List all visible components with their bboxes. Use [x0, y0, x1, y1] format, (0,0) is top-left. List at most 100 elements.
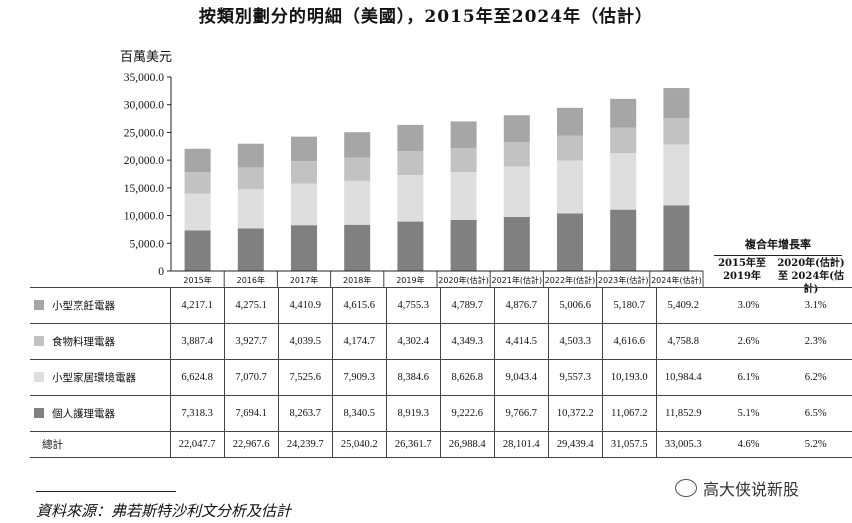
bar-segment [610, 153, 637, 210]
bar-segment [503, 166, 530, 217]
cagr-cell: 6.1% [717, 359, 780, 396]
data-cell: 7,318.3 [170, 395, 225, 432]
data-cell: 9,766.7 [494, 395, 549, 432]
bar-segment [184, 148, 211, 173]
data-cell: 9,043.4 [494, 359, 549, 396]
data-cell: 4,174.7 [332, 323, 387, 360]
bar-segment [610, 127, 637, 154]
cagr-cell: 2.6% [717, 323, 780, 360]
data-cell: 4,615.6 [332, 287, 387, 324]
bar-segment [557, 135, 583, 161]
table-row: 小型烹飪電器 4,217.1 4,275.1 4,410.9 4,615.6 4,755.… [30, 287, 852, 324]
bar-segment [397, 175, 424, 222]
series-name: 小型烹飪電器 [52, 300, 115, 312]
bar-segment [184, 172, 211, 194]
x-tick-label: 2018年 [343, 275, 371, 285]
bar-segment [344, 180, 371, 225]
row-label: 總計 [30, 431, 171, 458]
data-cell: 4,414.5 [494, 323, 549, 360]
x-tick-label: 2023年(估計) [598, 275, 649, 285]
data-cell: 4,789.7 [440, 287, 495, 324]
data-cell: 7,694.1 [224, 395, 279, 432]
data-cell: 7,070.7 [224, 359, 279, 396]
spacer [709, 287, 718, 324]
cagr-cell: 6.2% [779, 359, 852, 396]
x-tick-label: 2020年(估計) [438, 275, 489, 285]
total-row: 總計 22,047.7 22,967.6 24,239.7 25,040.2 26,361… [30, 431, 852, 458]
data-cell: 4,616.6 [602, 323, 657, 360]
data-cell: 8,340.5 [332, 395, 387, 432]
y-tick-label: 35,000.0 [124, 72, 165, 84]
watermark: 高大侠说新股 [675, 476, 799, 500]
data-cell: 4,503.3 [548, 323, 603, 360]
source-note: 資料來源：弗若斯特沙利文分析及估計 [36, 502, 292, 520]
data-cell: 5,180.7 [602, 287, 657, 324]
bar-segment [184, 230, 211, 271]
bar-segment [663, 118, 690, 145]
x-tick-label: 2021年(估計) [491, 275, 542, 285]
bar-segment [237, 228, 264, 271]
bar-segment [291, 136, 317, 162]
legend-swatch [34, 300, 44, 310]
total-cell: 31,057.5 [602, 431, 657, 458]
bar-segment [663, 205, 690, 271]
table-row: 個人護理電器 7,318.3 7,694.1 8,263.7 8,340.5 8,919.… [30, 395, 852, 432]
data-cell: 11,852.9 [656, 395, 710, 432]
total-cell: 25,040.2 [332, 431, 387, 458]
series-name: 食物料理電器 [52, 336, 115, 348]
y-axis: 35,000.0 30,000.0 25,000.0 20,000.0 15,000.0… [124, 72, 172, 278]
data-cell: 4,302.4 [386, 323, 441, 360]
table-row: 食物料理電器 3,887.4 3,927.7 4,039.5 4,174.7 4,302.… [30, 323, 852, 360]
watermark-text: 高大侠说新股 [703, 480, 800, 499]
cagr-cell: 5.1% [717, 395, 780, 432]
bar-segment [503, 216, 530, 271]
row-label: 小型烹飪電器 [30, 287, 171, 324]
data-cell: 8,384.6 [386, 359, 441, 396]
total-cell: 26,988.4 [440, 431, 495, 458]
bar-segment [397, 221, 424, 271]
bar-segment [557, 107, 583, 136]
series-name: 小型家居環境電器 [52, 372, 136, 384]
bar-segment [450, 219, 477, 271]
bar-segment [184, 193, 211, 231]
row-label: 小型家居環境電器 [30, 359, 171, 396]
y-tick-label: 10,000.0 [124, 211, 165, 223]
chart-title: 按類別劃分的明細（美國），2015年至2024年（估計） [198, 7, 654, 27]
data-cell: 9,222.6 [440, 395, 495, 432]
cagr-title: 複合年增長率 [714, 236, 842, 256]
cagr-cell: 6.5% [779, 395, 852, 432]
bar-segment [610, 209, 637, 271]
x-axis: 2015年 2016年 2017年 2018年 2019年 2020年(估計) 2021年(… [171, 270, 704, 287]
x-tick-label: 2016年 [237, 275, 265, 285]
legend-swatch [34, 372, 44, 382]
x-tick-label: 2019年 [396, 275, 424, 285]
row-label: 食物料理電器 [30, 323, 171, 360]
data-cell: 3,927.7 [224, 323, 279, 360]
bar-segment [557, 160, 583, 214]
data-cell: 5,409.2 [656, 287, 710, 324]
data-cell: 10,372.2 [548, 395, 603, 432]
data-cell: 7,525.6 [278, 359, 333, 396]
cagr-cell: 4.6% [717, 431, 780, 458]
bar-segment [450, 172, 477, 220]
data-cell: 4,410.9 [278, 287, 333, 324]
bar-segment [237, 143, 264, 168]
y-tick-label: 5,000.0 [130, 238, 165, 250]
y-tick-label: 20,000.0 [124, 155, 165, 167]
data-cell: 8,263.7 [278, 395, 333, 432]
total-cell: 22,967.6 [224, 431, 279, 458]
data-cell: 8,919.3 [386, 395, 441, 432]
row-label: 個人護理電器 [30, 395, 171, 432]
legend-swatch [34, 408, 44, 418]
data-cell: 5,006.6 [548, 287, 603, 324]
data-cell: 10,984.4 [656, 359, 710, 396]
table-row: 小型家居環境電器 6,624.8 7,070.7 7,525.6 7,909.3 8,38… [30, 359, 852, 396]
bar-segment [291, 161, 317, 184]
total-cell: 26,361.7 [386, 431, 441, 458]
bar-segment [291, 183, 317, 226]
data-cell: 11,067.2 [602, 395, 657, 432]
legend-swatch [34, 336, 44, 346]
total-cell: 22,047.7 [170, 431, 225, 458]
data-cell: 4,755.3 [386, 287, 441, 324]
bar-segment [503, 115, 530, 143]
